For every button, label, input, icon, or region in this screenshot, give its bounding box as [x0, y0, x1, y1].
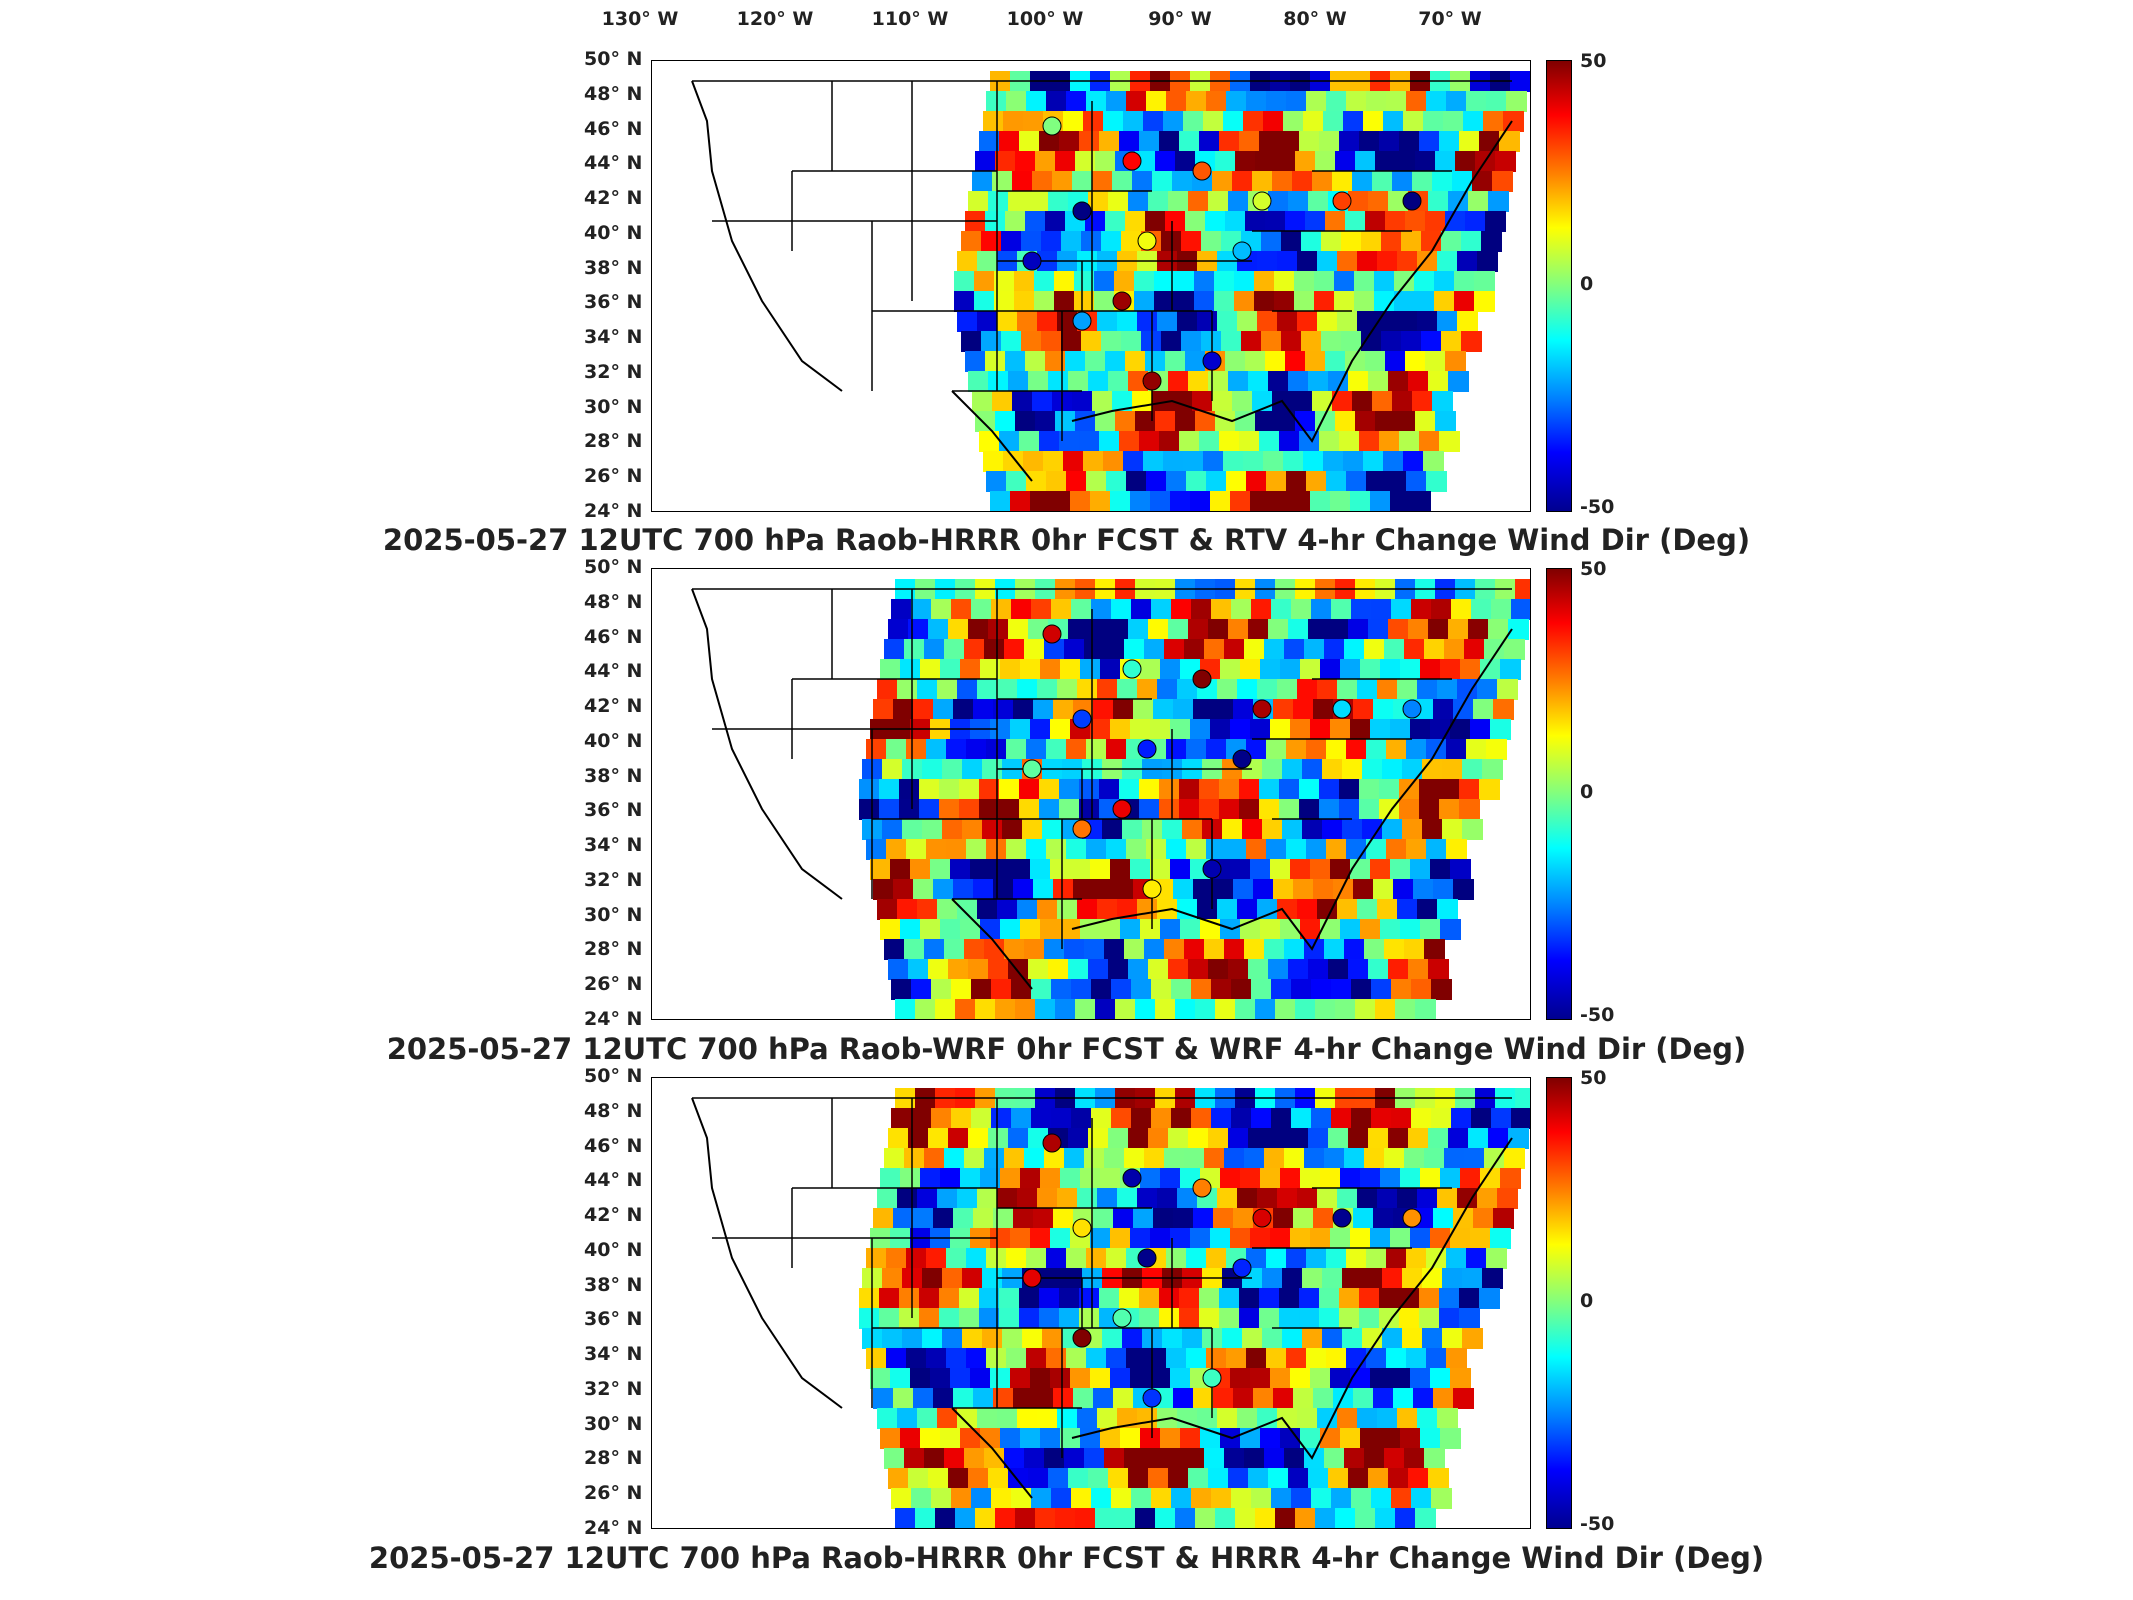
colorbar-min-label: -50 — [1580, 496, 1615, 518]
lon-label: 100° W — [1006, 8, 1084, 30]
lat-label: 50° N — [584, 556, 643, 578]
lat-label: 50° N — [584, 48, 643, 70]
lat-label: 32° N — [584, 360, 643, 383]
colorbar-mid-label: 0 — [1580, 781, 1594, 803]
lat-label: 36° N — [584, 1308, 643, 1331]
lat-label: 24° N — [584, 1517, 643, 1539]
map-frame — [651, 60, 1531, 512]
colorbar-max-label: 50 — [1580, 1067, 1607, 1089]
lat-label: 36° N — [584, 799, 643, 822]
lat-label: 34° N — [584, 326, 643, 349]
lat-label: 30° N — [584, 1412, 643, 1435]
map-frame — [651, 1077, 1531, 1529]
lat-label: 30° N — [584, 903, 643, 926]
coastline — [691, 588, 1513, 990]
raob-station-markers — [1022, 116, 1422, 391]
colorbar — [1546, 568, 1572, 1020]
lat-label: 28° N — [584, 430, 643, 453]
lat-label: 38° N — [584, 256, 643, 279]
lat-label: 46° N — [584, 1134, 643, 1157]
coastline — [691, 80, 1513, 482]
state-borders — [691, 80, 1513, 482]
lat-label: 26° N — [584, 1482, 643, 1505]
panel-title: 2025-05-27 12UTC 700 hPa Raob-WRF 0hr FC… — [386, 1032, 1747, 1066]
wind-direction-field — [859, 1088, 1530, 1528]
lat-label: 50° N — [584, 1065, 643, 1087]
longitude-axis: 130° W 120° W 110° W 100° W 90° W 80° W … — [0, 8, 2133, 38]
lat-label: 38° N — [584, 764, 643, 787]
lat-label: 40° N — [584, 1238, 643, 1261]
lat-label: 28° N — [584, 1447, 643, 1470]
lon-label: 90° W — [1148, 8, 1212, 30]
wind-direction-field — [954, 71, 1530, 511]
lat-label: 36° N — [584, 291, 643, 314]
colorbar-min-label: -50 — [1580, 1513, 1615, 1535]
lon-label: 120° W — [736, 8, 814, 30]
lat-label: 42° N — [584, 1204, 643, 1227]
lat-label: 46° N — [584, 117, 643, 140]
colorbar — [1546, 1077, 1572, 1529]
lat-label: 40° N — [584, 221, 643, 244]
lat-label: 24° N — [584, 1008, 643, 1030]
lat-label: 44° N — [584, 1169, 643, 1192]
raob-station-markers — [1022, 1133, 1422, 1408]
lat-label: 26° N — [584, 465, 643, 488]
map-image — [691, 1088, 1530, 1528]
state-borders — [691, 1097, 1513, 1499]
colorbar-max-label: 50 — [1580, 50, 1607, 72]
map-image — [691, 579, 1530, 1019]
colorbar-mid-label: 0 — [1580, 273, 1594, 295]
map-frame — [651, 568, 1531, 1020]
map-image — [691, 71, 1530, 511]
lat-label: 26° N — [584, 973, 643, 996]
panel-title: 2025-05-27 12UTC 700 hPa Raob-HRRR 0hr F… — [382, 523, 1751, 557]
lat-label: 44° N — [584, 660, 643, 683]
lat-label: 48° N — [584, 590, 643, 613]
lat-label: 34° N — [584, 1343, 643, 1366]
panel-title: 2025-05-27 12UTC 700 hPa Raob-HRRR 0hr F… — [368, 1541, 1765, 1575]
lat-label: 42° N — [584, 187, 643, 210]
state-borders — [691, 588, 1513, 990]
lat-label: 28° N — [584, 938, 643, 961]
lon-label: 110° W — [871, 8, 949, 30]
colorbar-mid-label: 0 — [1580, 1290, 1594, 1312]
lat-label: 32° N — [584, 1377, 643, 1400]
lat-label: 48° N — [584, 1099, 643, 1122]
lon-label: 70° W — [1418, 8, 1482, 30]
lat-label: 48° N — [584, 82, 643, 105]
wind-direction-field — [859, 579, 1530, 1019]
lat-label: 44° N — [584, 152, 643, 175]
lon-label: 80° W — [1283, 8, 1347, 30]
lat-label: 46° N — [584, 625, 643, 648]
colorbar-max-label: 50 — [1580, 558, 1607, 580]
lat-label: 34° N — [584, 834, 643, 857]
lat-label: 30° N — [584, 395, 643, 418]
lat-label: 42° N — [584, 695, 643, 718]
colorbar-min-label: -50 — [1580, 1004, 1615, 1026]
raob-station-markers — [1022, 624, 1422, 899]
lat-label: 32° N — [584, 868, 643, 891]
coastline — [691, 1097, 1513, 1499]
lat-label: 24° N — [584, 500, 643, 522]
lat-label: 40° N — [584, 729, 643, 752]
lon-label: 130° W — [601, 8, 679, 30]
lat-label: 38° N — [584, 1273, 643, 1296]
colorbar — [1546, 60, 1572, 512]
